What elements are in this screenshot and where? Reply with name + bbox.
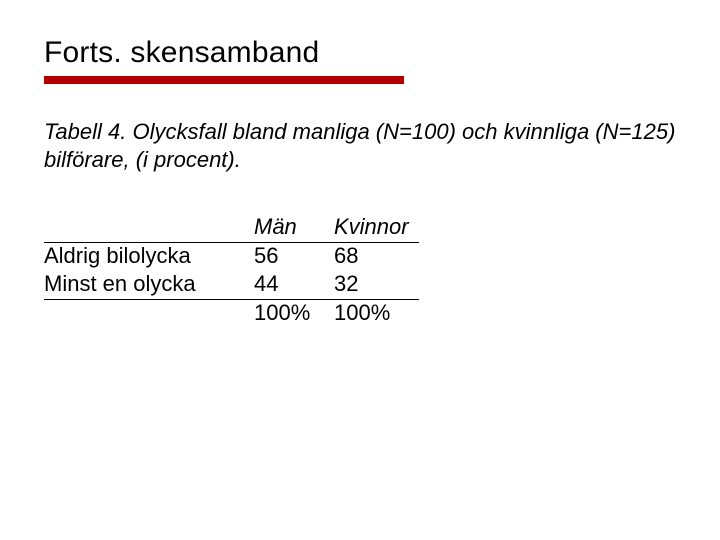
cell-value: 32 [334,271,419,300]
table-header-men: Män [254,214,334,243]
slide: Forts. skensamband Tabell 4. Olycksfall … [0,0,720,540]
table-row: Minst en olycka 44 32 [44,271,419,300]
totals-value: 100% [254,300,334,329]
cell-value: 56 [254,243,334,272]
row-label: Minst en olycka [44,271,254,300]
title-underline [44,76,404,84]
table-header-blank [44,214,254,243]
cell-value: 44 [254,271,334,300]
data-table: Män Kvinnor Aldrig bilolycka 56 68 Minst… [44,214,419,328]
row-label: Aldrig bilolycka [44,243,254,272]
table-header-row: Män Kvinnor [44,214,419,243]
cell-value: 68 [334,243,419,272]
table-totals-row: 100% 100% [44,300,419,329]
table-header-women: Kvinnor [334,214,419,243]
totals-label [44,300,254,329]
totals-value: 100% [334,300,419,329]
page-title: Forts. skensamband [44,36,676,70]
table-caption: Tabell 4. Olycksfall bland manliga (N=10… [44,118,676,174]
table-row: Aldrig bilolycka 56 68 [44,243,419,272]
